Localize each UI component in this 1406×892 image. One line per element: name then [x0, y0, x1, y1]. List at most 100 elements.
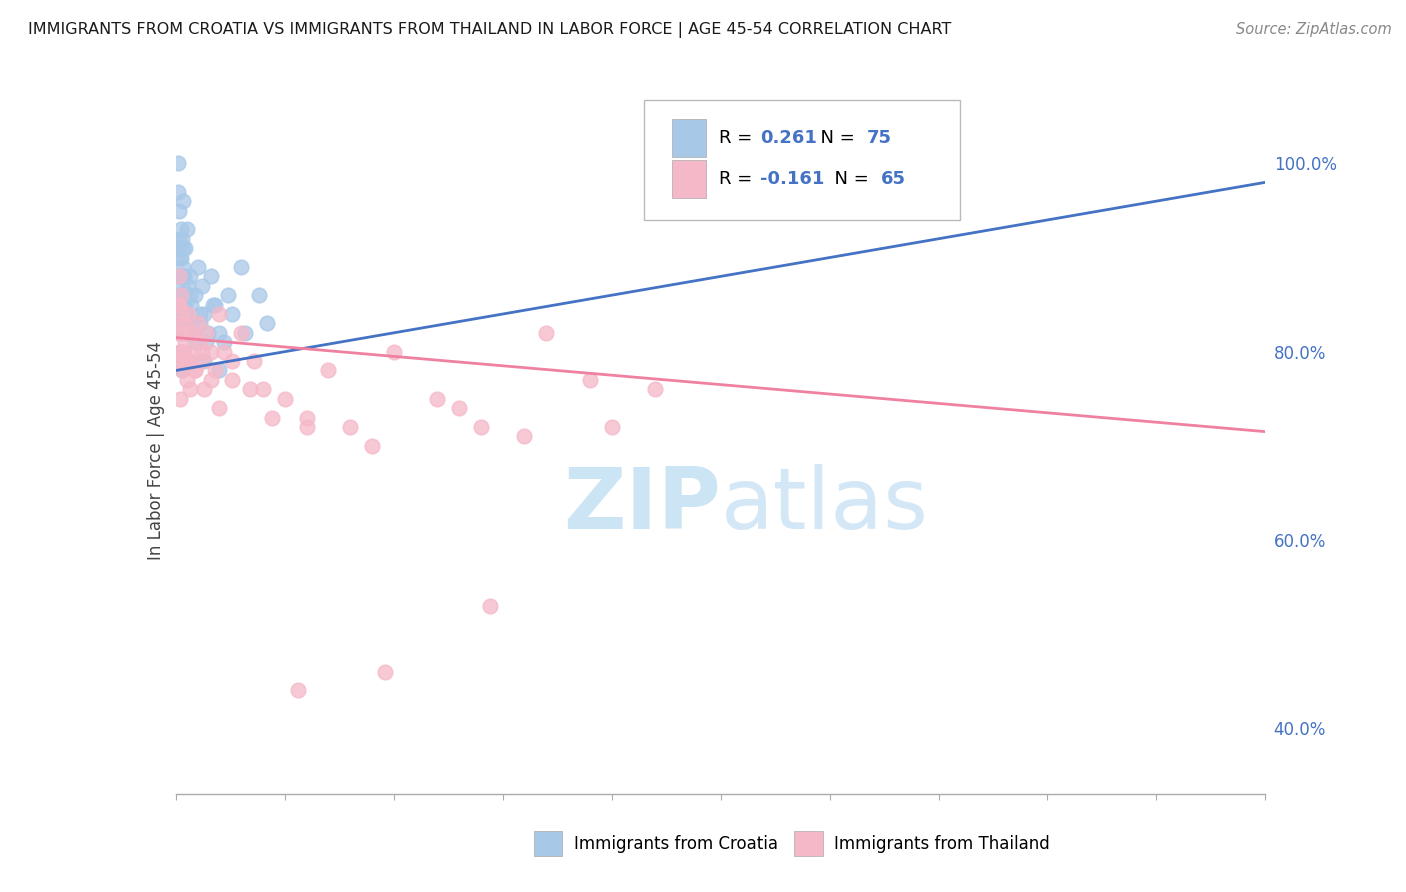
Point	[167, 298, 190, 312]
Point	[170, 307, 193, 321]
Point	[600, 420, 623, 434]
Text: Source: ZipAtlas.com: Source: ZipAtlas.com	[1236, 22, 1392, 37]
Point	[169, 307, 191, 321]
Point	[644, 382, 666, 396]
Point	[170, 326, 193, 340]
Text: 65: 65	[880, 170, 905, 188]
Point	[200, 269, 222, 284]
Point	[374, 665, 396, 679]
Point	[382, 344, 405, 359]
Point	[197, 326, 219, 340]
Text: ZIP: ZIP	[562, 464, 721, 547]
Point	[186, 317, 209, 331]
Point	[169, 298, 191, 312]
Point	[221, 373, 243, 387]
Point	[167, 203, 190, 218]
Point	[169, 251, 191, 265]
Point	[172, 298, 194, 312]
Point	[260, 410, 283, 425]
Point	[169, 317, 191, 331]
Point	[180, 326, 202, 340]
Point	[221, 354, 243, 368]
Point	[167, 241, 190, 255]
Point	[173, 269, 195, 284]
Point	[447, 401, 470, 416]
Point	[181, 326, 204, 340]
Point	[177, 307, 200, 321]
Point	[167, 269, 190, 284]
Point	[169, 344, 191, 359]
Point	[579, 373, 602, 387]
Point	[172, 344, 194, 359]
Point	[170, 288, 193, 302]
Point	[204, 298, 226, 312]
Point	[170, 326, 193, 340]
Point	[256, 317, 278, 331]
Text: R =: R =	[720, 129, 758, 147]
Point	[180, 298, 202, 312]
Point	[243, 354, 266, 368]
Text: IMMIGRANTS FROM CROATIA VS IMMIGRANTS FROM THAILAND IN LABOR FORCE | AGE 45-54 C: IMMIGRANTS FROM CROATIA VS IMMIGRANTS FR…	[28, 22, 952, 38]
Point	[176, 354, 198, 368]
Point	[170, 288, 193, 302]
Point	[169, 354, 191, 368]
Text: R =: R =	[720, 170, 758, 188]
Point	[169, 298, 191, 312]
Point	[208, 307, 231, 321]
FancyBboxPatch shape	[672, 119, 706, 157]
Point	[173, 307, 195, 321]
Text: N =: N =	[808, 129, 860, 147]
Point	[167, 288, 190, 302]
Point	[188, 335, 211, 350]
Point	[167, 269, 190, 284]
Point	[200, 373, 222, 387]
Point	[170, 307, 193, 321]
Point	[204, 363, 226, 377]
Point	[169, 326, 191, 340]
Point	[193, 307, 215, 321]
Point	[173, 269, 195, 284]
Point	[172, 307, 194, 321]
Point	[172, 317, 194, 331]
Point	[169, 222, 191, 236]
Point	[181, 317, 204, 331]
Point	[478, 599, 501, 613]
Point	[176, 326, 198, 340]
Point	[208, 326, 231, 340]
FancyBboxPatch shape	[672, 161, 706, 198]
Point	[252, 382, 274, 396]
Point	[208, 401, 231, 416]
Point	[173, 344, 195, 359]
Point	[179, 382, 201, 396]
Point	[191, 278, 214, 293]
Point	[167, 232, 190, 246]
Point	[193, 382, 215, 396]
Point	[170, 363, 193, 377]
Point	[201, 298, 224, 312]
Point	[361, 439, 384, 453]
Point	[174, 354, 197, 368]
Point	[180, 326, 202, 340]
Point	[191, 354, 214, 368]
Text: atlas: atlas	[721, 464, 928, 547]
Point	[167, 344, 190, 359]
Point	[173, 354, 195, 368]
Point	[170, 251, 193, 265]
Point	[195, 326, 218, 340]
Y-axis label: In Labor Force | Age 45-54: In Labor Force | Age 45-54	[146, 341, 165, 560]
Point	[212, 344, 235, 359]
Point	[231, 260, 253, 274]
Point	[170, 354, 193, 368]
Point	[188, 307, 211, 321]
Point	[174, 298, 197, 312]
Point	[176, 278, 198, 293]
Point	[167, 298, 190, 312]
Point	[181, 344, 204, 359]
Point	[179, 269, 201, 284]
Text: Immigrants from Croatia: Immigrants from Croatia	[574, 835, 778, 853]
Point	[247, 288, 270, 302]
Point	[173, 326, 195, 340]
Point	[235, 326, 257, 340]
Text: 0.261: 0.261	[759, 129, 817, 147]
Point	[169, 354, 191, 368]
